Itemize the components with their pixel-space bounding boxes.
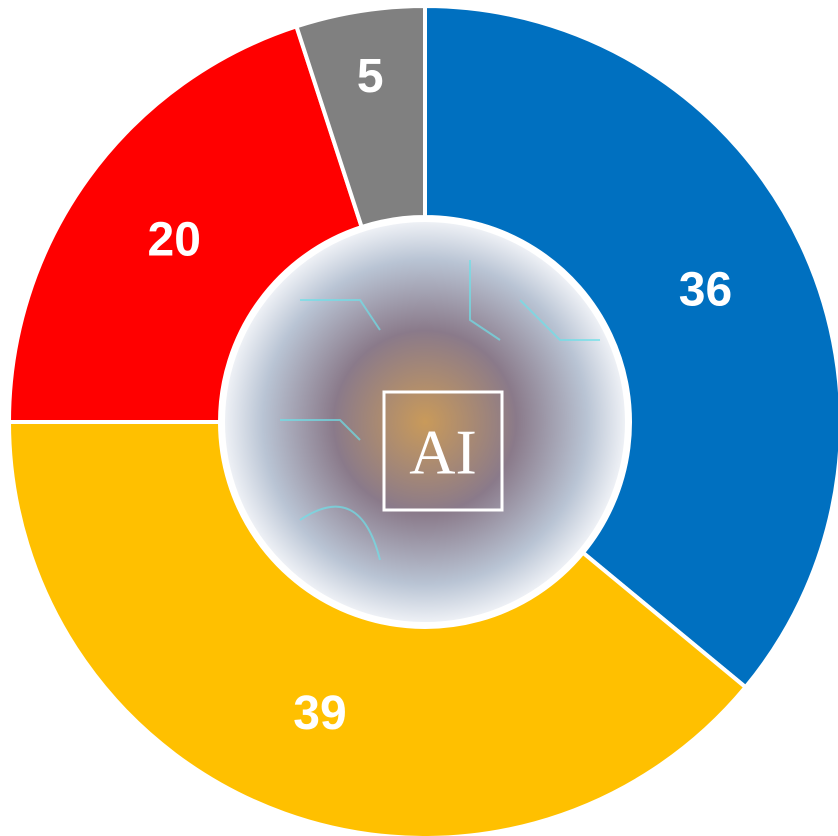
data-label: 39 — [293, 687, 346, 740]
ai-frame — [382, 390, 504, 512]
data-label: 36 — [679, 264, 732, 317]
center-text: AI — [409, 417, 477, 488]
center-image: AI — [219, 216, 631, 628]
data-label: 20 — [148, 213, 201, 266]
center-circle — [219, 216, 631, 628]
circuit-lines — [280, 260, 600, 561]
data-label: 5 — [357, 50, 384, 103]
